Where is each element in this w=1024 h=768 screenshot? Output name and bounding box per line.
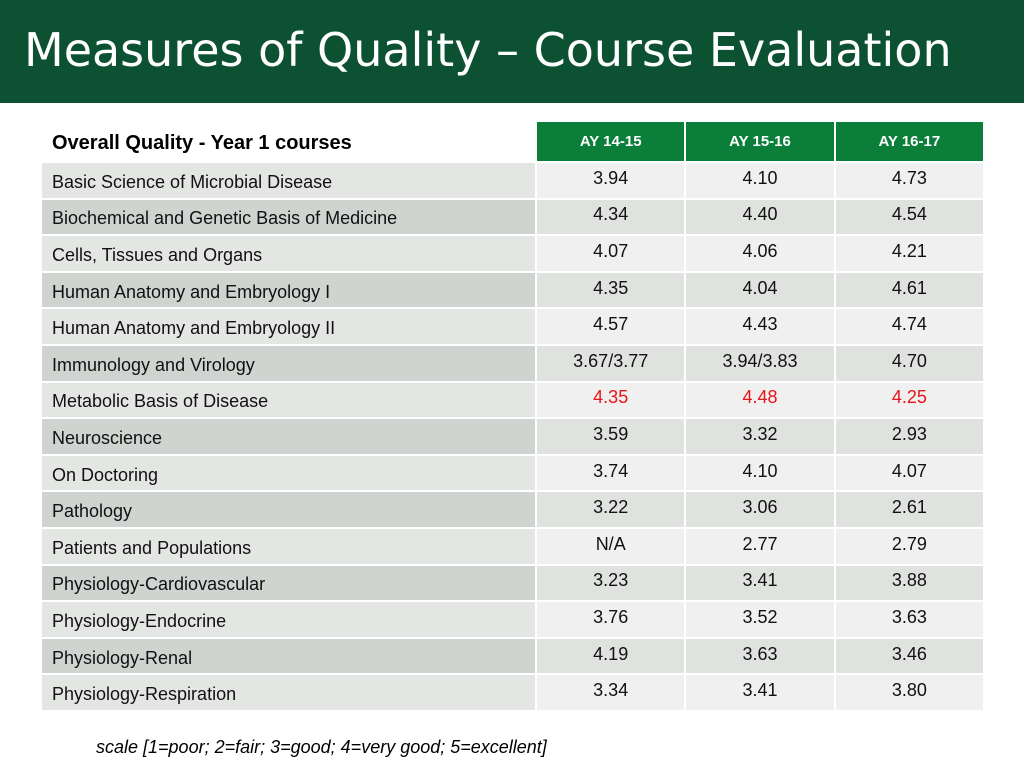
table-row: Human Anatomy and Embryology I 4.35 4.04 4.… [42,272,983,310]
score-cell: 3.63 [684,638,834,676]
score-cell: 2.93 [833,419,983,456]
score-cell: 3.80 [833,675,983,712]
score-cell: 4.48 [684,382,834,420]
course-name-cell: Human Anatomy and Embryology II [42,309,536,346]
score-cell: 4.57 [535,309,685,346]
column-header-ay-16-17: AY 16-17 [833,122,983,163]
score-cell: 4.25 [833,382,983,420]
score-cell: 4.35 [535,382,685,420]
score-cell: 3.06 [684,492,834,529]
score-cell: 4.54 [833,199,983,237]
score-cell: 4.70 [833,345,983,383]
score-cell: 4.40 [684,199,834,237]
score-cell: 3.32 [684,419,834,456]
course-name-cell: Physiology-Renal [42,638,536,676]
table-header-row: Overall Quality - Year 1 courses AY 14-1… [42,122,983,163]
score-cell: 3.41 [684,565,834,603]
score-cell: N/A [535,528,685,566]
course-name-cell: Physiology-Respiration [42,675,536,712]
score-cell: 3.67/3.77 [535,345,685,383]
table-row: Physiology-Renal 4.19 3.63 3.46 [42,638,983,676]
score-cell: 3.41 [684,675,834,712]
column-header-ay-15-16: AY 15-16 [684,122,834,163]
score-cell: 3.59 [535,419,685,456]
score-cell: 4.07 [833,455,983,493]
table-row: Neuroscience 3.59 3.32 2.93 [42,419,983,456]
course-evaluation-table: Overall Quality - Year 1 courses AY 14-1… [42,122,983,712]
score-cell: 4.73 [833,163,983,200]
score-cell: 3.63 [833,602,983,639]
score-cell: 3.94/3.83 [684,345,834,383]
title-bar: Measures of Quality – Course Evaluation [0,0,1024,103]
course-name-cell: Physiology-Cardiovascular [42,565,536,603]
score-cell: 3.76 [535,602,685,639]
score-cell: 3.52 [684,602,834,639]
score-cell: 4.10 [684,455,834,493]
table-row: Cells, Tissues and Organs 4.07 4.06 4.21 [42,236,983,273]
score-cell: 2.77 [684,528,834,566]
table-row: Basic Science of Microbial Disease 3.94 4.… [42,163,983,200]
table-heading: Overall Quality - Year 1 courses [42,122,536,163]
score-cell: 4.10 [684,163,834,200]
score-cell: 4.35 [535,272,685,310]
course-name-cell: Basic Science of Microbial Disease [42,163,536,200]
score-cell: 2.61 [833,492,983,529]
slide-title: Measures of Quality – Course Evaluation [24,23,952,77]
score-cell: 4.21 [833,236,983,273]
table-row: Immunology and Virology 3.67/3.77 3.94/3.8… [42,345,983,383]
table-row: Biochemical and Genetic Basis of Medicin… [42,199,983,237]
table-row: Human Anatomy and Embryology II 4.57 4.43 4… [42,309,983,346]
score-cell: 4.74 [833,309,983,346]
score-cell: 4.43 [684,309,834,346]
score-cell: 3.88 [833,565,983,603]
table-row: On Doctoring 3.74 4.10 4.07 [42,455,983,493]
scale-note: scale [1=poor; 2=fair; 3=good; 4=very go… [96,737,547,757]
score-cell: 3.34 [535,675,685,712]
course-name-cell: On Doctoring [42,455,536,493]
course-name-cell: Pathology [42,492,536,529]
table-row: Physiology-Endocrine 3.76 3.52 3.63 [42,602,983,639]
course-name-cell: Human Anatomy and Embryology I [42,272,536,310]
course-name-cell: Metabolic Basis of Disease [42,382,536,420]
course-name-cell: Neuroscience [42,419,536,456]
column-header-ay-14-15: AY 14-15 [535,122,685,163]
score-cell: 3.74 [535,455,685,493]
score-cell: 4.06 [684,236,834,273]
course-name-cell: Patients and Populations [42,528,536,566]
score-cell: 4.34 [535,199,685,237]
course-name-cell: Physiology-Endocrine [42,602,536,639]
score-cell: 3.46 [833,638,983,676]
score-cell: 3.22 [535,492,685,529]
course-name-cell: Immunology and Virology [42,345,536,383]
score-cell: 4.07 [535,236,685,273]
table-row: Physiology-Respiration 3.34 3.41 3.80 [42,675,983,712]
table-row: Metabolic Basis of Disease 4.35 4.48 4.25 [42,382,983,420]
course-name-cell: Biochemical and Genetic Basis of Medicin… [42,199,536,237]
score-cell: 2.79 [833,528,983,566]
table-row: Physiology-Cardiovascular 3.23 3.41 3.88 [42,565,983,603]
score-cell: 4.04 [684,272,834,310]
table-row: Patients and Populations N/A 2.77 2.79 [42,528,983,566]
course-name-cell: Cells, Tissues and Organs [42,236,536,273]
score-cell: 4.61 [833,272,983,310]
score-cell: 3.94 [535,163,685,200]
score-cell: 4.19 [535,638,685,676]
score-cell: 3.23 [535,565,685,603]
table-body: Basic Science of Microbial Disease 3.94 4.… [42,163,983,712]
table-row: Pathology 3.22 3.06 2.61 [42,492,983,529]
